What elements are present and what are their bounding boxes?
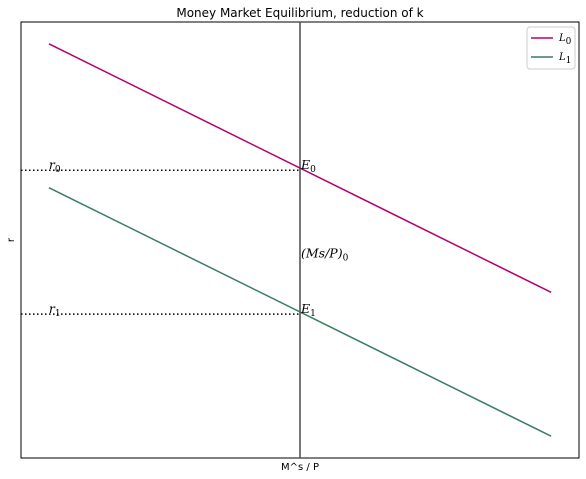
legend-label-1: L1 [558, 52, 571, 66]
y-axis-label: r [6, 237, 17, 242]
equilibrium-label-1: E1 [300, 301, 316, 319]
equilibrium-label-0: E0 [300, 157, 316, 175]
series-line-0 [48, 43, 552, 293]
money-supply-label: (Ms/P)0 [301, 245, 349, 263]
equilibrium-rate-lines [21, 169, 300, 315]
rate-label-0: r0 [49, 157, 61, 175]
annotations: E0 r0 E1 r1 (Ms/P)0 [49, 157, 349, 319]
rate-label-1: r1 [49, 301, 61, 319]
legend-label-0: L0 [558, 33, 572, 47]
series-line-1 [48, 187, 552, 437]
x-axis-label: M^s / P [281, 462, 319, 473]
demand-curves [48, 43, 552, 437]
chart-title: Money Market Equilibrium, reduction of k [176, 6, 423, 20]
